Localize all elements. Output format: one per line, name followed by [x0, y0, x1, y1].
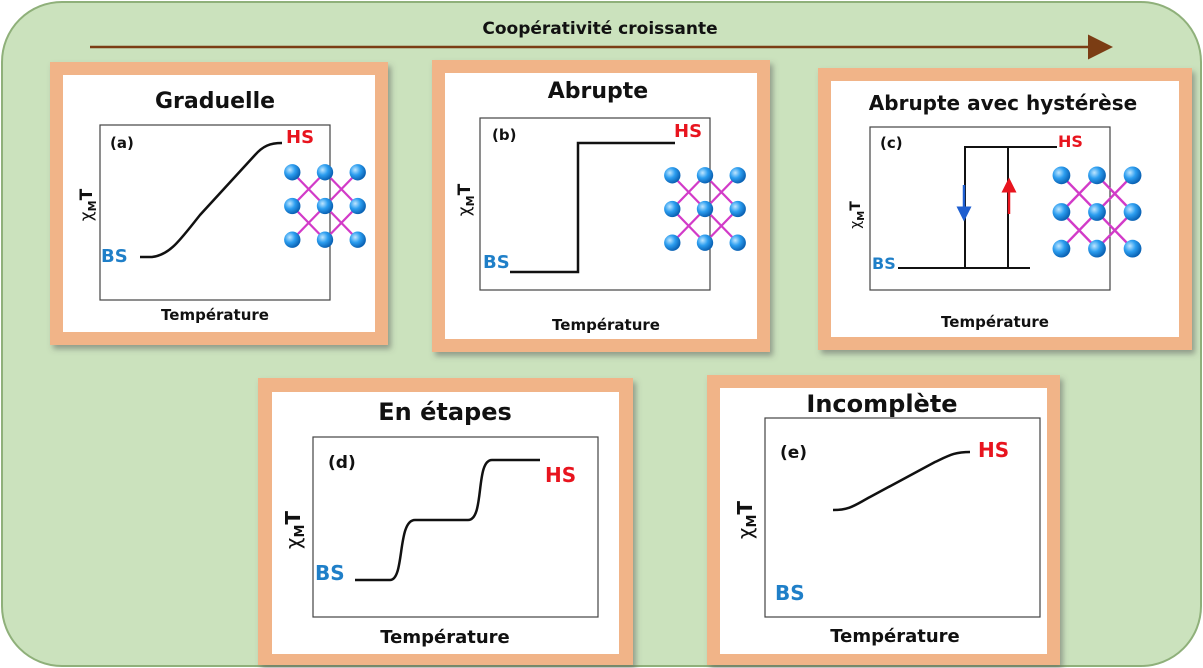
x-label: Température	[552, 316, 660, 334]
y-label: χMT	[733, 501, 760, 540]
low-label: BS	[872, 254, 896, 273]
lattice	[1051, 165, 1143, 259]
x-label: Température	[941, 313, 1049, 331]
y-label: χMT	[281, 511, 308, 550]
panel: Incomplète (e) HS BS χMT Température	[707, 375, 1060, 665]
panel-title: Incomplète	[806, 390, 957, 418]
curve	[510, 141, 675, 274]
high-label: HS	[286, 127, 314, 148]
panel-title: En étapes	[378, 398, 512, 426]
panel-tag: (c)	[880, 134, 903, 152]
panel: Abrupte (b) HS BS χMT Température	[432, 60, 770, 352]
curve	[140, 141, 283, 259]
high-label: HS	[545, 463, 576, 487]
low-label: BS	[775, 581, 805, 605]
panel-title: Graduelle	[155, 89, 275, 114]
plot-box	[764, 417, 1041, 618]
high-label: HS	[978, 438, 1009, 462]
panel: Abrupte avec hystérèse (c) HS BS χMT Tem…	[818, 68, 1192, 350]
high-label: HS	[674, 121, 702, 142]
x-label: Température	[161, 306, 269, 324]
low-label: BS	[315, 561, 345, 585]
panel: En étapes (d) HS BS χMT Température	[258, 378, 633, 665]
y-label: χMT	[455, 183, 477, 216]
panel-title: Abrupte	[548, 79, 648, 104]
y-label: χMT	[848, 201, 867, 229]
x-label: Température	[380, 627, 509, 648]
low-label: BS	[101, 246, 128, 267]
lattice	[282, 162, 368, 250]
plot-box	[869, 126, 1111, 291]
lattice	[662, 165, 748, 253]
y-label: χMT	[77, 188, 99, 221]
panel-tag: (a)	[110, 134, 134, 152]
curve	[355, 458, 540, 582]
panel-tag: (d)	[328, 453, 356, 473]
panel-tag: (e)	[780, 443, 807, 463]
x-label: Température	[830, 626, 959, 647]
panel: Graduelle (a) HS BS χMT Température	[50, 62, 388, 345]
low-label: BS	[483, 252, 510, 273]
plot-box	[312, 436, 599, 618]
high-label: HS	[1058, 132, 1083, 151]
panel-tag: (b)	[492, 126, 516, 144]
header-title: Coopérativité croissante	[482, 19, 717, 39]
curve	[832, 450, 971, 512]
panel-title: Abrupte avec hystérèse	[869, 91, 1137, 115]
